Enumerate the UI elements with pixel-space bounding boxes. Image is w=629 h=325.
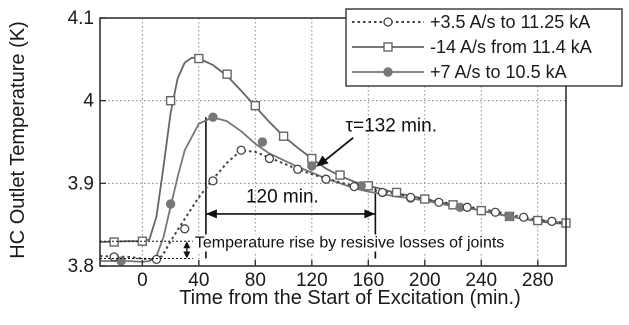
legend-swatches: [352, 17, 424, 77]
data-point-square: [335, 170, 345, 180]
data-point-filled-circle: [165, 199, 176, 209]
data-point-open-circle: [349, 181, 359, 192]
data-point-open-circle: [490, 207, 501, 217]
x-tick-label: 240: [465, 270, 497, 291]
axis-ticks: 0 40 80 120 160 200 240 280 3.8 3.9 4 4.1: [68, 8, 554, 291]
data-point-square: [391, 187, 402, 198]
data-point-square: [476, 205, 486, 216]
x-tick-label: 160: [352, 270, 384, 291]
data-point-open-circle: [180, 224, 190, 234]
data-point-square: [194, 53, 204, 64]
data-point-open-circle: [518, 212, 529, 222]
data-point-open-circle: [151, 254, 162, 265]
data-point-open-circle: [264, 153, 275, 164]
x-tick-label: 120: [296, 270, 328, 291]
data-point-square: [109, 237, 119, 247]
interval-arrow-head-left: [205, 209, 217, 219]
y-tick-label: 3.8: [68, 256, 94, 277]
data-point-square: [222, 69, 232, 79]
rise-label-background: [192, 234, 507, 252]
legend: +3.5 A/s to 11.25 kA -14 A/s from 11.4 k…: [345, 8, 623, 87]
rise-annotation-text: Temperature rise by resisive losses of j…: [195, 235, 504, 252]
data-point-open-circle: [208, 176, 218, 186]
tau-annotation-text: τ=132 min.: [346, 116, 437, 137]
data-point-filled-circle: [208, 112, 218, 122]
data-point-filled-circle: [307, 161, 317, 171]
legend-label-series-2: -14 A/s from 11.4 kA: [430, 37, 592, 57]
tau-arrow-shaft: [321, 137, 354, 164]
data-point-square: [250, 100, 261, 111]
legend-label-series-3: +7 A/s to 10.5 kA: [430, 62, 567, 82]
tau-arrow-head: [316, 155, 329, 167]
x-tick-label: 0: [137, 270, 148, 291]
interval-arrow-head-right: [364, 209, 376, 219]
x-tick-label: 80: [245, 270, 266, 291]
data-point-open-circle: [383, 17, 393, 27]
data-point-open-circle: [321, 174, 331, 184]
y-tick-label: 3.9: [68, 173, 94, 194]
data-point-filled-circle: [383, 67, 393, 77]
data-point-square: [533, 215, 543, 226]
y-tick-label: 4: [83, 91, 94, 112]
data-point-open-circle: [462, 202, 472, 212]
data-point-open-circle: [109, 252, 119, 262]
data-point-open-circle: [293, 164, 303, 174]
data-point-open-circle: [406, 192, 416, 203]
data-point-square: [137, 236, 148, 246]
data-point-square: [278, 131, 289, 141]
interval-annotation-text: 120 min.: [246, 186, 319, 207]
annotations: τ=132 min. 120 min. Temperature rise by …: [100, 116, 507, 260]
plot-frame: [99, 17, 567, 267]
data-point-filled-circle: [257, 137, 268, 147]
series-line-1: [99, 149, 567, 261]
data-point-filled-circle: [504, 211, 515, 222]
legend-label-series-1: +3.5 A/s to 11.25 kA: [430, 12, 590, 32]
x-tick-label: 200: [409, 270, 441, 291]
data-point-open-circle: [547, 216, 557, 227]
data-point-square: [383, 42, 393, 52]
x-tick-label: 40: [188, 270, 209, 291]
data-point-square: [420, 194, 430, 204]
data-point-open-circle: [434, 197, 444, 207]
x-tick-label: 280: [522, 270, 554, 291]
data-point-square: [165, 95, 176, 106]
data-point-open-circle: [377, 187, 388, 198]
rise-arrow-head-up: [183, 241, 191, 249]
y-tick-label: 4.1: [68, 8, 94, 29]
y-axis-title: HC Outlet Temperature (K): [7, 21, 29, 259]
series-markers: [109, 53, 571, 266]
x-axis-title: Time from the Start of Excitation (min.): [179, 287, 521, 309]
rise-arrow-head-down: [183, 251, 191, 259]
data-point-open-circle: [236, 145, 246, 155]
